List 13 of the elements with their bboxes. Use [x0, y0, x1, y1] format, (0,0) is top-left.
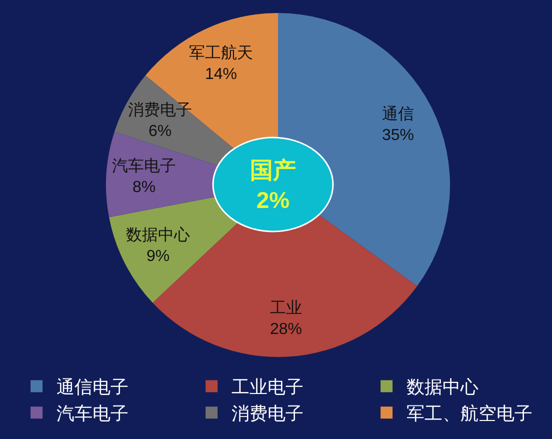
data-label: 通信 35%: [382, 105, 414, 144]
legend-label: 数据中心: [406, 377, 479, 398]
data-label: 工业 28%: [270, 299, 302, 338]
legend-label: 军工、航空电子: [406, 404, 533, 424]
legend-label: 通信电子: [56, 377, 129, 398]
data-label: 军工航天 14%: [189, 44, 253, 83]
data-label: 数据中心 9%: [126, 226, 190, 265]
legend-label: 工业电子: [232, 377, 304, 398]
legend-label: 汽车电子: [56, 404, 129, 424]
data-label: 消费电子 6%: [128, 101, 192, 140]
data-label: 汽车电子 8%: [112, 157, 176, 196]
text: 国产 2%: [250, 157, 296, 213]
legend-label: 消费电子: [232, 404, 304, 424]
